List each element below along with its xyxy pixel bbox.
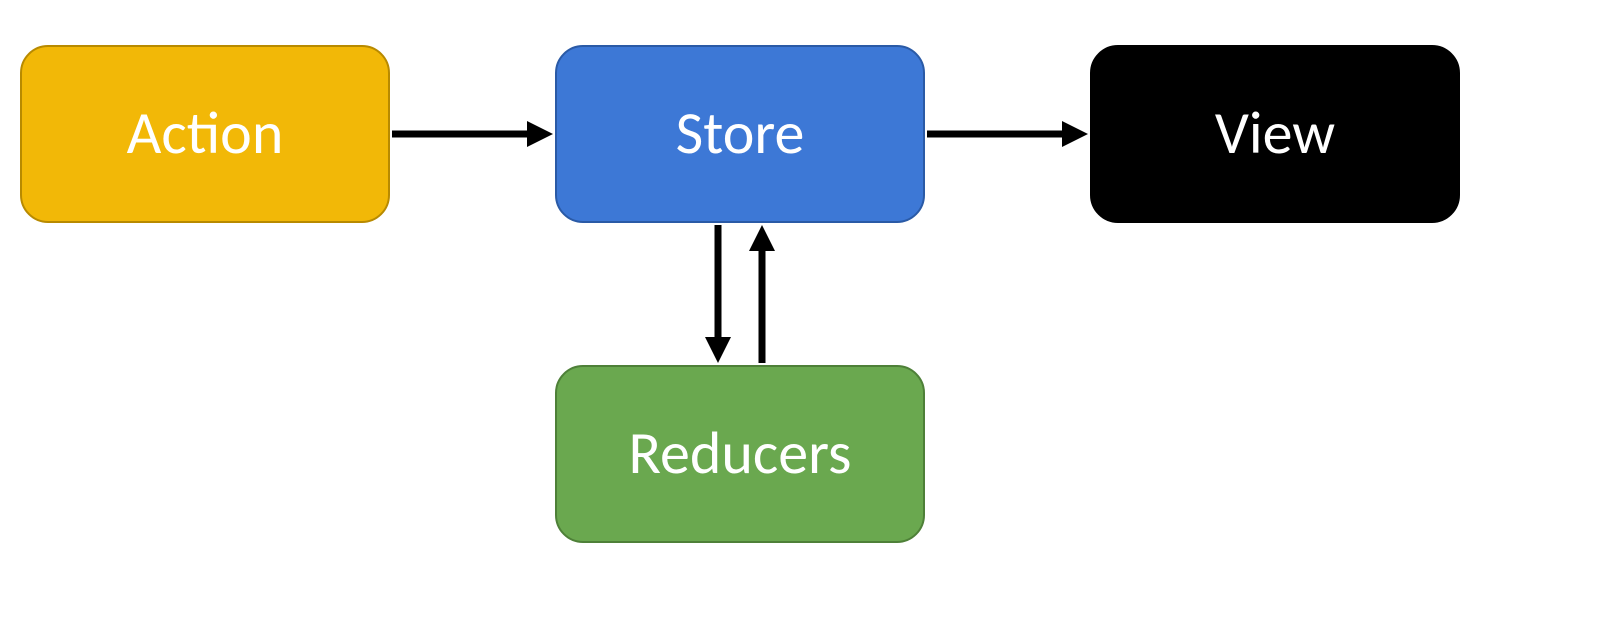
node-action-label: Action (127, 104, 284, 164)
node-view: View (1090, 45, 1460, 223)
diagram-stage: Action Store View Reducers (0, 0, 1600, 618)
node-store-label: Store (676, 104, 805, 164)
node-reducers-label: Reducers (628, 424, 851, 484)
node-reducers: Reducers (555, 365, 925, 543)
node-action: Action (20, 45, 390, 223)
node-view-label: View (1215, 104, 1335, 164)
node-store: Store (555, 45, 925, 223)
